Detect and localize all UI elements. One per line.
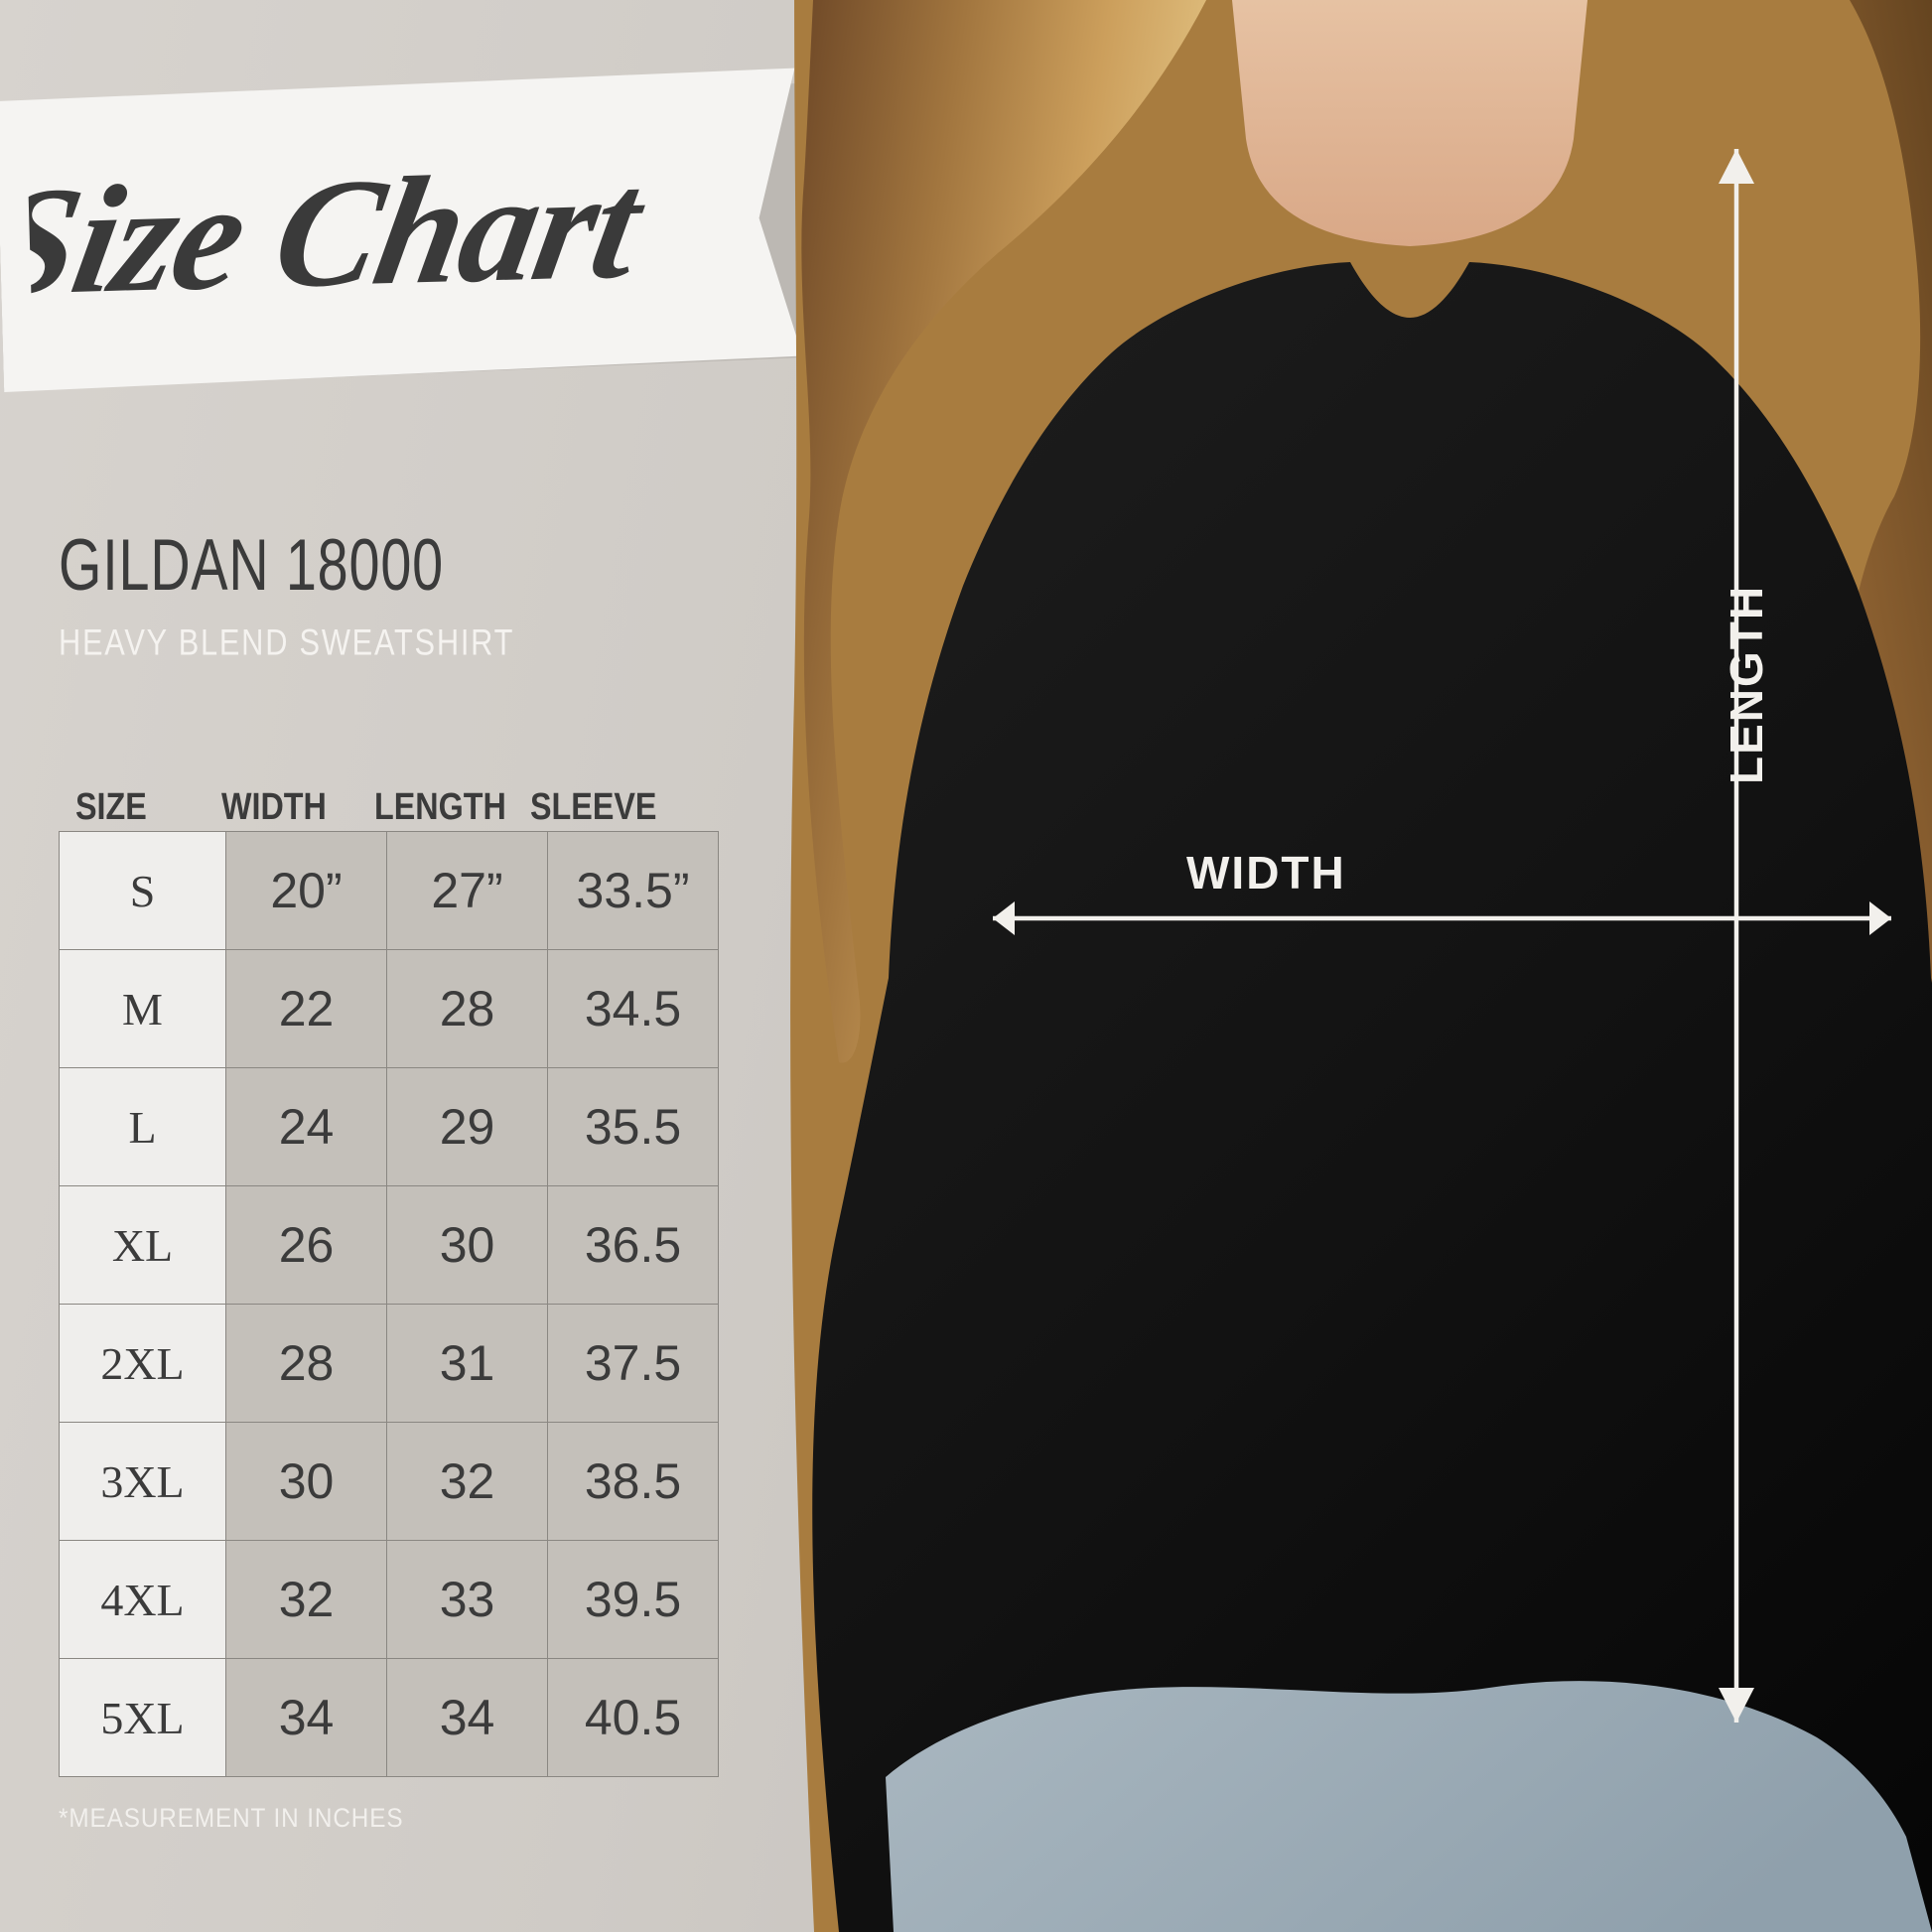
svg-text:LENGTH: LENGTH [1721,585,1772,784]
svg-text:WIDTH: WIDTH [1186,847,1346,898]
